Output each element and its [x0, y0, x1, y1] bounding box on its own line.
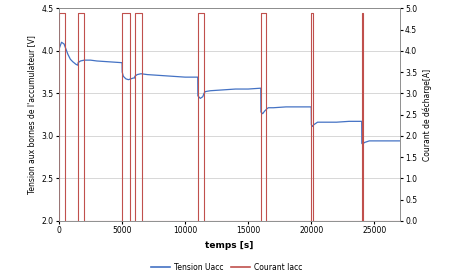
Y-axis label: Courant de décharge[A]: Courant de décharge[A]	[423, 68, 432, 161]
Y-axis label: Tension aux bornes de l'accumulateur [V]: Tension aux bornes de l'accumulateur [V]	[27, 35, 36, 194]
X-axis label: temps [s]: temps [s]	[205, 241, 253, 250]
Legend: Tension Uacc, Courant Iacc: Tension Uacc, Courant Iacc	[148, 260, 306, 275]
